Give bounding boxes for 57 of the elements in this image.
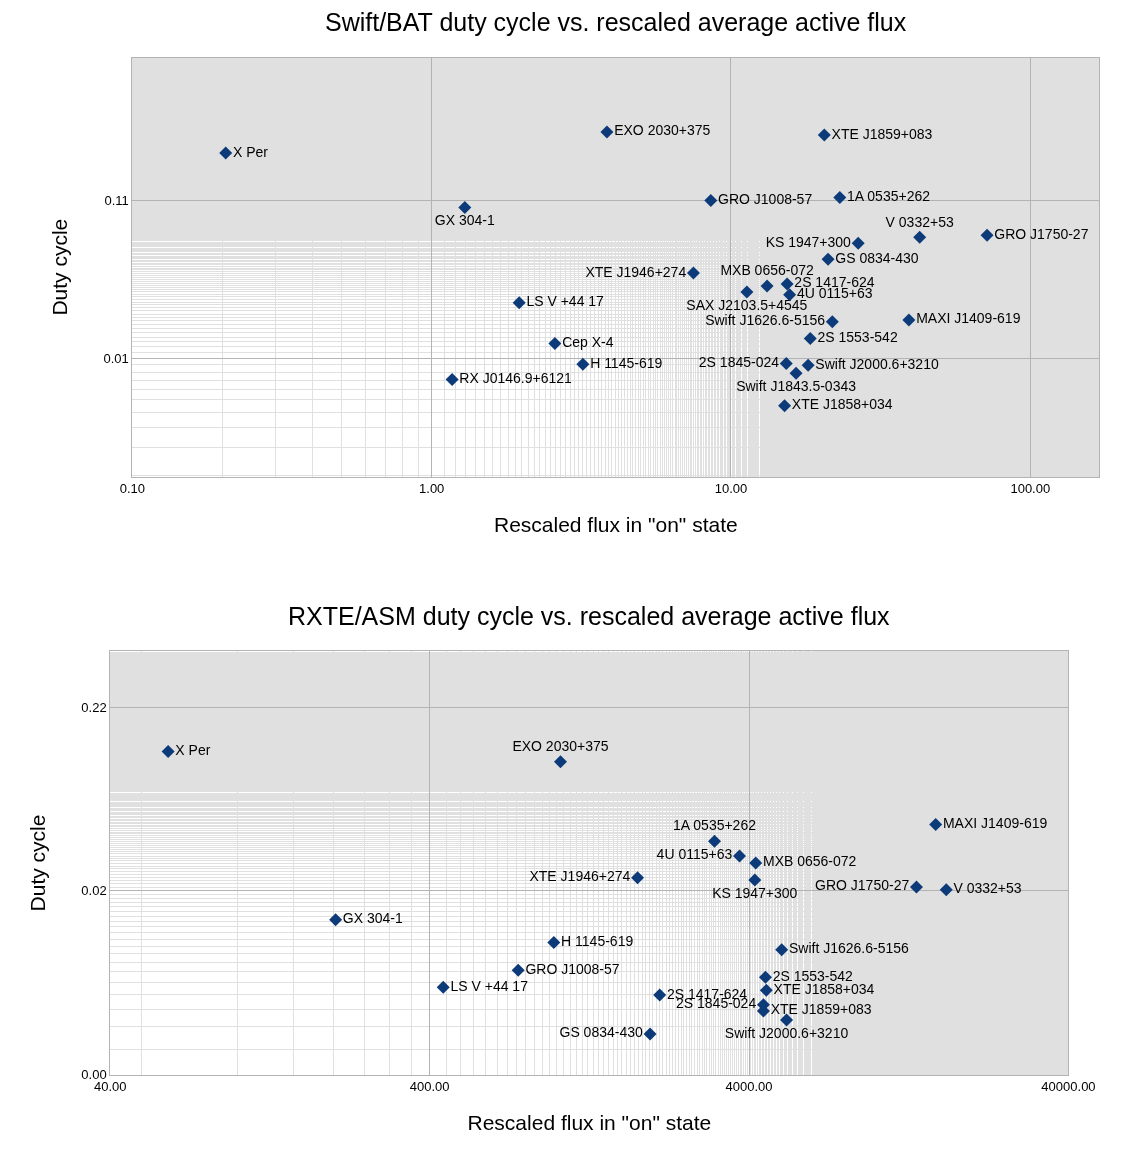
series-label: V 0332+53 [885,213,954,230]
series-label: Swift J1843.5-0343 [736,378,857,395]
series-label: GS 0834-430 [835,249,919,266]
series-label: 2S 1845-024 [698,354,780,371]
series-label: GS 0834-430 [559,1024,644,1041]
series-label: XTE J1858+034 [791,396,893,413]
series-label: 1A 0535+262 [847,188,931,205]
series-label: Swift J2000.6+3210 [724,1024,849,1041]
y-tick-label: 0.11 [104,193,129,209]
series-label: LS V +44 17 [450,977,529,994]
series-label: GRO J1008-57 [525,960,620,977]
series-label: MXB 0656-072 [762,853,857,870]
series-label: 4U 0115+63 [656,846,733,863]
series-label: X Per [175,742,211,759]
x-tick-label: 400.00 [409,1079,450,1095]
series-label: MAXI J1409-619 [942,814,1048,831]
series-label: GRO J1750-27 [815,877,910,894]
x-tick-label: 40000.00 [1041,1079,1096,1095]
series-label: V 0332+53 [953,880,1022,897]
y-axis-title: Duty cycle [47,218,71,316]
series-label: Swift J1626.6-5156 [788,940,910,957]
series-label: 1A 0535+262 [673,817,757,834]
x-tick-label: 100.00 [1010,481,1051,497]
series-label: LS V +44 17 [526,293,605,310]
series-label: XTE J1859+083 [831,125,933,142]
x-axis-title: Rescaled flux in "on" state [467,1111,712,1135]
series-label: Swift J1626.6-5156 [705,312,826,329]
x-axis-title: Rescaled flux in "on" state [493,513,738,537]
series-label: KS 1947+300 [765,233,852,250]
series-label: H 1145-619 [590,354,663,371]
series-label: Cep X-4 [562,333,614,350]
y-tick-label: 0.02 [81,883,107,899]
series-label: GX 304-1 [434,212,495,229]
series-label: XTE J1946+274 [585,263,687,280]
series-label: GRO J1008-57 [718,191,813,208]
series-label: 2S 1553-542 [817,329,898,346]
series-label: KS 1947+300 [712,884,798,901]
series-label: GRO J1750-27 [994,225,1089,242]
x-tick-label: 0.10 [119,481,146,497]
series-label: X Per [232,143,269,160]
series-label: XTE J1859+083 [770,1001,872,1018]
series-label: XTE J1946+274 [529,868,631,885]
chart-title: RXTE/ASM duty cycle vs. rescaled average active flux [288,602,891,630]
y-tick-label: 0.22 [81,699,107,715]
x-tick-label: 10.00 [714,481,748,497]
series-label: GX 304-1 [342,910,403,927]
series-label: EXO 2030+375 [614,122,711,139]
series-label: MAXI J1409-619 [916,310,1021,327]
series-label: EXO 2030+375 [512,737,609,754]
y-tick-label: 0.01 [103,350,129,366]
x-tick-label: 1.00 [419,481,445,497]
chart-title: Swift/BAT duty cycle vs. rescaled average active flux [325,8,907,36]
series-label: Swift J2000.6+3210 [815,355,939,372]
x-tick-label: 4000.00 [725,1079,773,1095]
series-label: H 1145-619 [561,933,634,950]
series-label: RX J0146.9+6121 [459,369,573,386]
y-axis-title: Duty cycle [25,814,49,912]
